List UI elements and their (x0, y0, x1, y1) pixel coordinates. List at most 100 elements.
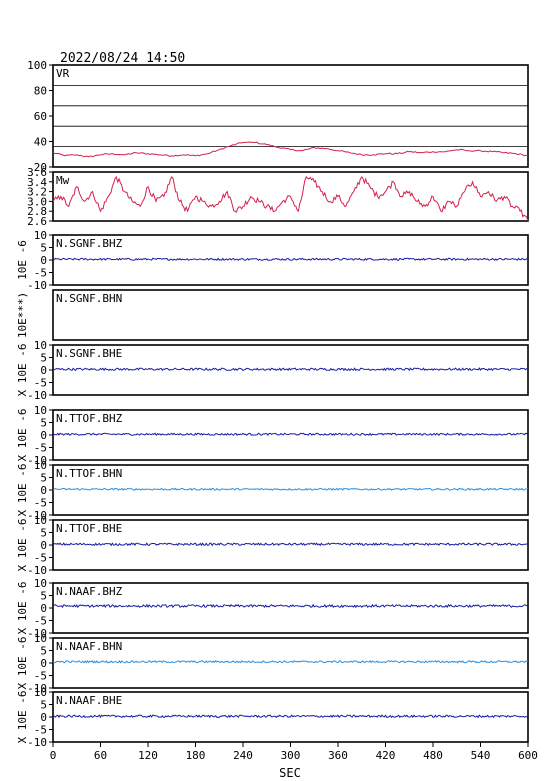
panel-label: N.SGNF.BHE (56, 347, 122, 360)
y-tick-label: -10 (27, 509, 47, 522)
panel-label: Mw (56, 174, 70, 187)
x-tick-label: 120 (138, 749, 158, 762)
y-tick-label: 0 (40, 254, 47, 267)
panel-frame (52, 289, 529, 341)
y-tick-label: -5 (34, 267, 47, 280)
y-tick-label: 0 (40, 657, 47, 670)
panel-label: N.TTOF.BHZ (56, 412, 123, 425)
panels-group: 10080604020VR3.63.43.23.02.82.6Mw1050-5-… (16, 59, 529, 749)
y-tick-label: -10 (27, 627, 47, 640)
x-tick-label: 360 (328, 749, 348, 762)
y-tick-label: 5 (40, 242, 47, 255)
x-tick-label: 300 (281, 749, 301, 762)
panel-frame (52, 582, 529, 634)
waveform-trace (52, 432, 529, 437)
panel-n-sgnf-bhn: 10E***) N.SGNF.BHN (16, 289, 529, 341)
y-tick-label: 3.6 (27, 166, 47, 179)
panel-label: N.NAAF.BHE (56, 694, 122, 707)
y-tick-label: -10 (27, 454, 47, 467)
x-tick-label: 540 (471, 749, 491, 762)
y-tick-label: 5 (40, 590, 47, 603)
y-tick-label: 2.8 (27, 205, 47, 218)
y-axis-label: X 10E -6 (16, 582, 29, 635)
y-tick-label: 60 (34, 110, 47, 123)
y-axis-label: X 10E -6 (16, 691, 29, 744)
y-tick-label: 10 (34, 514, 47, 527)
panel-label: N.SGNF.BHN (56, 292, 122, 305)
y-tick-label: -10 (27, 389, 47, 402)
panel-label: N.NAAF.BHZ (56, 585, 123, 598)
y-tick-label: 10 (34, 339, 47, 352)
waveform-trace (52, 367, 529, 372)
y-tick-label: 3.2 (27, 186, 47, 199)
y-axis-label: 10E***) (16, 292, 29, 338)
panel-label: N.TTOF.BHN (56, 467, 122, 480)
panel-label: N.SGNF.BHZ (56, 237, 123, 250)
panel-label: N.NAAF.BHN (56, 640, 122, 653)
y-tick-label: 40 (34, 136, 47, 149)
y-tick-label: 80 (34, 85, 47, 98)
y-tick-label: 5 (40, 645, 47, 658)
y-tick-label: 3.0 (27, 195, 47, 208)
waveform-trace (52, 257, 529, 261)
y-tick-label: 100 (27, 59, 47, 72)
y-tick-label: 10 (34, 686, 47, 699)
panel-frame (52, 171, 529, 222)
y-tick-label: 10 (34, 459, 47, 472)
y-axis-label: X 10E -6 (16, 344, 29, 397)
x-tick-label: 480 (423, 749, 443, 762)
timestamp-title: 2022/08/24 14:50 (60, 51, 185, 66)
panel-vr: 100 80 60 40 20 VR (27, 59, 529, 174)
x-tick-label: 180 (186, 749, 206, 762)
y-axis-label: X 10E -6 (16, 519, 29, 572)
y-tick-label: -10 (27, 682, 47, 695)
y-tick-label: 10 (34, 577, 47, 590)
y-tick-label: -5 (34, 377, 47, 390)
waveform-trace (52, 487, 529, 491)
y-tick-label: 10 (34, 632, 47, 645)
y-tick-label: -5 (34, 724, 47, 737)
y-tick-label: -5 (34, 497, 47, 510)
series-line-mw (52, 175, 529, 222)
y-tick-label: 0 (40, 711, 47, 724)
panel-label: VR (56, 67, 70, 80)
y-tick-label: 2.6 (27, 215, 47, 228)
y-axis-label: 10E -6 (16, 240, 29, 280)
y-tick-label: 5 (40, 527, 47, 540)
y-axis-label: X 10E -6 (16, 464, 29, 517)
y-tick-label: -5 (34, 552, 47, 565)
y-tick-label: 0 (40, 602, 47, 615)
x-tick-label: 240 (233, 749, 253, 762)
y-axis-label: X 10E -6 (16, 409, 29, 462)
x-tick-label: 0 (50, 749, 57, 762)
y-axis-label: X 10E -6 (16, 637, 29, 690)
y-tick-label: -5 (34, 615, 47, 628)
y-tick-label: 3.4 (27, 176, 47, 189)
waveform-trace (52, 603, 529, 609)
y-tick-label: -10 (27, 279, 47, 292)
y-tick-label: -5 (34, 442, 47, 455)
panel-frame (52, 64, 529, 168)
y-tick-label: -10 (27, 736, 47, 749)
x-tick-label: 600 (518, 749, 538, 762)
y-tick-label: -10 (27, 564, 47, 577)
y-tick-label: 10 (34, 229, 47, 242)
waveform-trace (52, 542, 529, 547)
y-tick-label: 5 (40, 472, 47, 485)
y-tick-label: 5 (40, 699, 47, 712)
panel-label: N.TTOF.BHE (56, 522, 122, 535)
panel-mw: 3.63.43.23.02.82.6 Mw (27, 166, 529, 228)
x-tick-label: 60 (94, 749, 107, 762)
y-tick-label: 0 (40, 364, 47, 377)
y-tick-label: 5 (40, 417, 47, 430)
y-tick-label: 10 (34, 404, 47, 417)
x-axis-label: SEC (279, 766, 301, 780)
y-tick-label: 0 (40, 539, 47, 552)
